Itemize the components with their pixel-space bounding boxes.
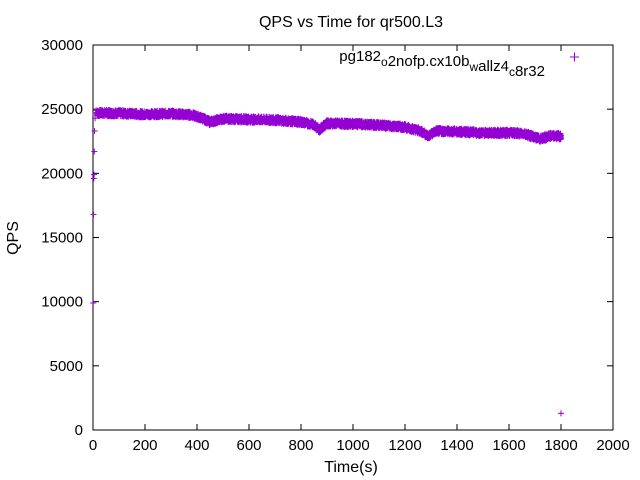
- x-tick-label: 2000: [596, 437, 629, 454]
- legend: pg182o2nofp.cx10bwallz4c8r32: [339, 48, 579, 80]
- y-tick-label: 5000: [50, 358, 83, 375]
- x-tick-label: 1800: [544, 437, 577, 454]
- x-axis-label: Time(s): [324, 459, 378, 476]
- y-axis: 0 5000 10000 15000 20000 25000 30000: [41, 37, 613, 439]
- data-point-outlier: [91, 171, 98, 178]
- y-tick-label: 20000: [41, 165, 83, 182]
- data-point-outlier: [91, 148, 98, 155]
- x-tick-label: 400: [184, 437, 209, 454]
- x-tick-label: 600: [236, 437, 261, 454]
- y-tick-label: 30000: [41, 37, 83, 54]
- x-axis: 0 200 400 600 800 1000 1200 1400 1600 1800 2000: [89, 45, 630, 454]
- y-tick-label: 10000: [41, 294, 83, 311]
- data-point-outlier: [91, 127, 98, 134]
- x-tick-label: 800: [288, 437, 313, 454]
- y-tick-label: 15000: [41, 230, 83, 247]
- data-point-outlier: [90, 299, 97, 306]
- series-points: [90, 106, 564, 417]
- y-tick-label: 25000: [41, 101, 83, 118]
- legend-label: pg182o2nofp.cx10bwallz4c8r32: [339, 48, 545, 80]
- data-point-outlier: [90, 211, 97, 218]
- legend-marker: [570, 52, 579, 62]
- x-tick-label: 1200: [388, 437, 421, 454]
- y-tick-label: 0: [75, 422, 83, 439]
- x-tick-label: 1000: [336, 437, 369, 454]
- x-tick-label: 0: [89, 437, 97, 454]
- x-tick-label: 1600: [492, 437, 525, 454]
- data-point-outlier: [558, 410, 564, 417]
- chart-title: QPS vs Time for qr500.L3: [259, 14, 443, 31]
- x-tick-label: 1400: [440, 437, 473, 454]
- y-axis-label: QPS: [5, 221, 22, 255]
- plot-frame: [92, 44, 614, 431]
- x-tick-label: 200: [132, 437, 157, 454]
